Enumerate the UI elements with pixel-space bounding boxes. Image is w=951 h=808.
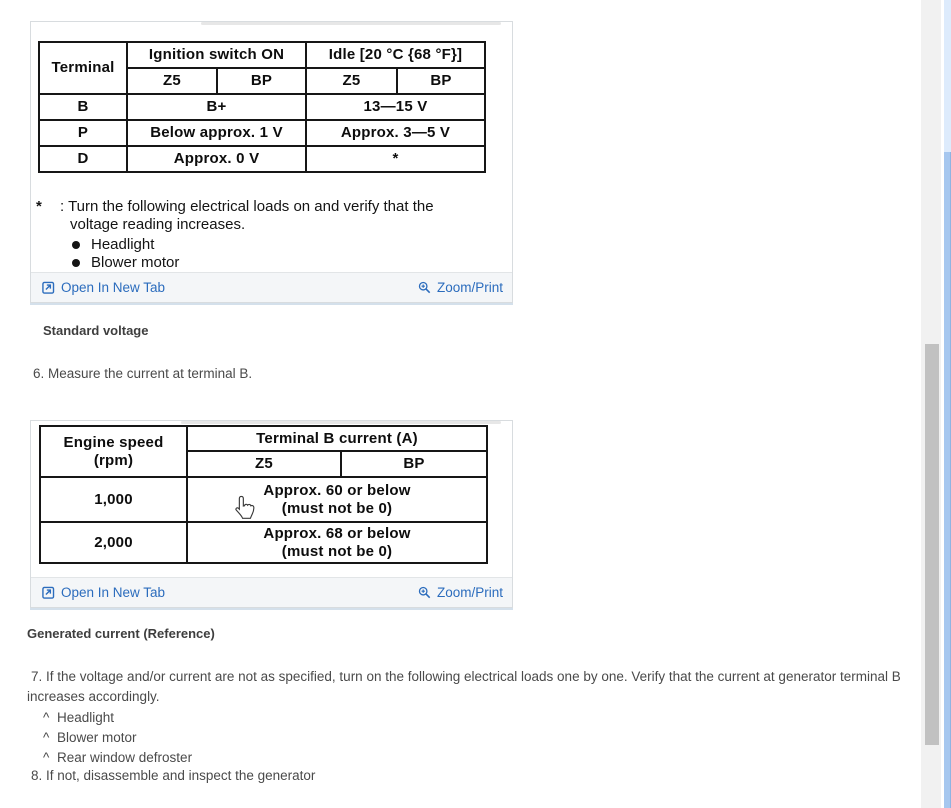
list-item: ^ Rear window defroster <box>43 749 193 765</box>
step-8-text: 8. If not, disassemble and inspect the g… <box>31 768 316 783</box>
open-in-new-tab-icon <box>42 586 55 599</box>
inner-scrollbar-track[interactable] <box>921 0 941 808</box>
zoom-print-label: Zoom/Print <box>436 585 503 600</box>
sub-header: Z5 <box>126 67 218 95</box>
open-in-new-tab-label: Open In New Tab <box>61 585 166 600</box>
table-corner-header: Engine speed (rpm) <box>39 425 188 478</box>
scan-artifact <box>201 22 501 25</box>
generated-current-table: Engine speed (rpm) Terminal B current (A… <box>39 425 488 564</box>
open-in-new-tab-link[interactable]: Open In New Tab <box>42 585 165 600</box>
step-6-text: 6. Measure the current at terminal B. <box>33 366 253 381</box>
zoom-print-link[interactable]: Zoom/Print <box>418 280 503 295</box>
value-cell: 13—15 V <box>305 93 486 121</box>
bullet-dot-icon <box>72 241 80 249</box>
value-cell: * <box>305 145 486 173</box>
caption-generated-current: Generated current (Reference) <box>27 626 215 641</box>
sub-header: BP <box>216 67 307 95</box>
rpm-cell: 1,000 <box>39 476 188 523</box>
list-item: ^ Headlight <box>43 709 115 725</box>
open-in-new-tab-label: Open In New Tab <box>61 280 166 295</box>
standard-voltage-scan-image[interactable]: Terminal Ignition switch ON Idle [20 °C … <box>31 22 512 272</box>
group-header-current: Terminal B current (A) <box>186 425 488 452</box>
list-item: Blower motor <box>72 254 504 272</box>
table-row: P Below approx. 1 V Approx. 3—5 V <box>38 119 486 147</box>
table-row: 1,000 Approx. 60 or below (must not be 0… <box>39 476 488 523</box>
value-cell: Below approx. 1 V <box>126 119 307 147</box>
table-row: D Approx. 0 V * <box>38 145 486 173</box>
sub-header: BP <box>340 450 488 478</box>
group-header-ignition: Ignition switch ON <box>126 41 307 69</box>
table-row: 2,000 Approx. 68 or below (must not be 0… <box>39 521 488 564</box>
figure-card-generated-current: Engine speed (rpm) Terminal B current (A… <box>30 420 513 608</box>
caret-marker: ^ <box>43 709 50 725</box>
sub-header: Z5 <box>186 450 342 478</box>
outer-scrollbar-thumb[interactable] <box>944 152 951 808</box>
value-cell: Approx. 0 V <box>126 145 307 173</box>
magnifier-plus-icon <box>418 586 431 599</box>
figure-toolbar: Open In New Tab Zoom/Print <box>31 272 512 302</box>
caption-standard-voltage: Standard voltage <box>43 323 149 338</box>
standard-voltage-table: Terminal Ignition switch ON Idle [20 °C … <box>38 41 486 173</box>
open-in-new-tab-link[interactable]: Open In New Tab <box>42 280 165 295</box>
terminal-cell: P <box>38 119 128 147</box>
terminal-cell: D <box>38 145 128 173</box>
footnote-line1: : Turn the following electrical loads on… <box>60 198 434 215</box>
table-corner-header: Terminal <box>38 41 128 95</box>
caret-marker: ^ <box>43 729 50 745</box>
zoom-print-link[interactable]: Zoom/Print <box>418 585 503 600</box>
outer-scrollbar-track[interactable] <box>944 0 951 808</box>
value-cell: B+ <box>126 93 307 121</box>
electrical-loads-list: ^ Headlight ^ Blower motor ^ Rear window de… <box>43 707 192 767</box>
caret-marker: ^ <box>43 749 50 765</box>
value-cell: Approx. 3—5 V <box>305 119 486 147</box>
scan-artifact <box>181 421 501 424</box>
list-item: ^ Blower motor <box>43 729 137 745</box>
value-cell: Approx. 60 or below (must not be 0) <box>186 476 488 523</box>
table-footnote: * : Turn the following electrical loads … <box>36 198 504 272</box>
terminal-cell: B <box>38 93 128 121</box>
group-header-idle: Idle [20 °C {68 °F}] <box>305 41 486 69</box>
rpm-cell: 2,000 <box>39 521 188 564</box>
sub-header: BP <box>396 67 486 95</box>
step-7-text: 7. If the voltage and/or current are not… <box>27 669 901 704</box>
zoom-print-label: Zoom/Print <box>436 280 503 295</box>
generated-current-scan-image[interactable]: Engine speed (rpm) Terminal B current (A… <box>31 421 512 577</box>
list-item: Headlight <box>72 236 504 254</box>
bullet-dot-icon <box>72 259 80 267</box>
footnote-bullet-list: Headlight Blower motor Rear window defro… <box>72 236 504 272</box>
open-in-new-tab-icon <box>42 281 55 294</box>
table-row: B B+ 13—15 V <box>38 93 486 121</box>
figure-toolbar: Open In New Tab Zoom/Print <box>31 577 512 607</box>
figure-card-standard-voltage: Terminal Ignition switch ON Idle [20 °C … <box>30 21 513 303</box>
inner-scrollbar-thumb[interactable] <box>925 344 939 745</box>
value-cell: Approx. 68 or below (must not be 0) <box>186 521 488 564</box>
magnifier-plus-icon <box>418 281 431 294</box>
sub-header: Z5 <box>305 67 398 95</box>
footnote-line2: voltage reading increases. <box>70 216 246 233</box>
asterisk-marker: * <box>36 198 42 215</box>
